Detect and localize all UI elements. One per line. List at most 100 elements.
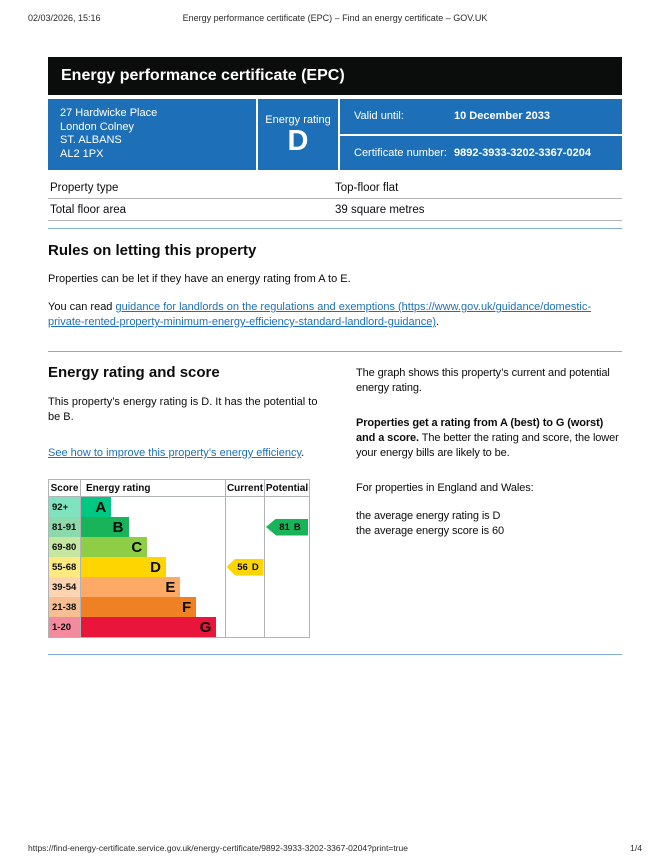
current-cell (225, 497, 264, 517)
section-divider (48, 228, 622, 229)
band-bar-cell: G (80, 617, 225, 637)
certificate-number-label: Certificate number: (354, 146, 447, 159)
potential-rating-arrow-score: 81 (279, 521, 290, 533)
print-datetime: 02/03/2026, 15:16 (28, 13, 101, 23)
valid-until-value: 10 December 2033 (454, 110, 551, 123)
current-cell (225, 577, 264, 597)
band-bar-cell: D (80, 557, 225, 577)
epc-band-row: 1-20 G (49, 617, 309, 637)
valid-until-label: Valid until: (354, 110, 404, 123)
rating-scale-bold: Properties get a rating from A (best) to… (356, 417, 604, 444)
epc-band-row: 55-68 D 56 D (49, 557, 309, 577)
band-score-range: 81-91 (49, 517, 80, 537)
current-cell (225, 537, 264, 557)
band-score-range: 69-80 (49, 537, 80, 557)
letting-rules-text: Properties can be let if they have an en… (48, 273, 351, 285)
band-letter: E (165, 578, 176, 596)
potential-rating-arrow: 81 B (266, 518, 308, 536)
potential-cell (264, 497, 309, 517)
energy-rating-cell: Energy rating D (258, 99, 340, 170)
band-bar-a: A (81, 497, 112, 517)
epc-graph-rows: 92+ A 81-91 B 81 B 69-80 C 55-68 D 56 D 39-54 E 21-38 F… (49, 497, 309, 637)
link-suffix: . (301, 447, 305, 459)
section-heading: Rules on letting this property (48, 242, 257, 259)
current-rating-arrow-letter: D (251, 561, 259, 573)
potential-cell (264, 597, 309, 617)
certificate-number-row: Certificate number: 9892-3933-3202-3367-… (340, 133, 622, 171)
epc-band-row: 81-91 B 81 B (49, 517, 309, 537)
improve-efficiency-link[interactable]: See how to improve this property’s energ… (48, 447, 302, 459)
rating-left-column: Energy rating and score This property’s … (48, 364, 332, 638)
potential-rating-arrow-letter: B (293, 521, 301, 533)
potential-cell (264, 537, 309, 557)
epc-band-row: 39-54 E (49, 577, 309, 597)
current-rating-arrow: 56 D (226, 558, 264, 576)
current-cell (225, 517, 264, 537)
band-letter: C (131, 538, 143, 556)
letting-rules-section: Rules on letting this property Propertie… (48, 242, 622, 330)
header-energy-rating: Energy rating (80, 480, 225, 496)
band-score-range: 1-20 (49, 617, 80, 637)
header-current: Current (225, 480, 264, 496)
rating-right-column: The graph shows this property’s current … (356, 364, 622, 638)
address-line: ST. ALBANS (60, 134, 122, 146)
certificate-page: Energy performance certificate (EPC) 27 … (48, 57, 622, 655)
print-url: https://find-energy-certificate.service.… (28, 843, 408, 853)
band-bar-f: F (81, 597, 197, 617)
graph-explainer-text: The graph shows this property’s current … (356, 367, 610, 394)
rating-scale-rest: The better the rating and score, the low… (356, 432, 619, 459)
rating-scale-text: Properties get a rating from A (best) to… (356, 416, 622, 461)
epc-graph-header: Score Energy rating Current Potential (49, 480, 309, 497)
average-rating-line: the average energy rating is D (356, 510, 501, 522)
browser-print-footer: https://find-energy-certificate.service.… (28, 843, 642, 853)
address-line: London Colney (60, 120, 135, 133)
print-page-number: 1/4 (630, 843, 642, 853)
link-suffix: . (436, 316, 440, 328)
band-score-range: 21-38 (49, 597, 80, 617)
band-bar-cell: F (80, 597, 225, 617)
address-line: 27 Hardwicke Place (60, 107, 158, 119)
band-letter: D (150, 558, 161, 576)
certificate-summary-box: 27 Hardwicke Place London Colney ST. ALB… (48, 99, 622, 170)
band-score-range: 55-68 (49, 557, 80, 577)
epc-band-row: 69-80 C (49, 537, 309, 557)
certificate-number-value: 9892-3933-3202-3367-0204 (454, 146, 592, 159)
header-potential: Potential (264, 480, 309, 496)
print-page-title: Energy performance certificate (EPC) – F… (182, 13, 488, 23)
band-letter: A (95, 498, 107, 516)
band-score-range: 39-54 (49, 577, 80, 597)
landlord-guidance-link[interactable]: guidance for landlords on the regulation… (48, 301, 591, 328)
fact-value: Top-floor flat (335, 181, 399, 194)
epc-rating-graph: Score Energy rating Current Potential 92… (48, 479, 310, 638)
table-row: Total floor area 39 square metres (48, 199, 622, 221)
potential-cell (264, 617, 309, 637)
certificate-meta: Valid until: 10 December 2033 Certificat… (340, 99, 622, 170)
section-divider (48, 351, 622, 352)
browser-print-header: 02/03/2026, 15:16 Energy performance cer… (28, 13, 642, 25)
epc-band-row: 21-38 F (49, 597, 309, 617)
band-bar-cell: B (80, 517, 225, 537)
valid-until-row: Valid until: 10 December 2033 (340, 99, 622, 134)
potential-cell (264, 557, 309, 577)
band-bar-cell: A (80, 497, 225, 517)
current-cell (225, 597, 264, 617)
band-bar-d: D (81, 557, 166, 577)
band-bar-cell: C (80, 537, 225, 557)
band-letter: G (199, 618, 212, 636)
improve-efficiency-paragraph: See how to improve this property’s energ… (48, 446, 332, 461)
band-bar-c: C (81, 537, 148, 557)
fact-label: Total floor area (50, 203, 127, 216)
table-row: Property type Top-floor flat (48, 177, 622, 199)
potential-cell (264, 577, 309, 597)
band-bar-cell: E (80, 577, 225, 597)
current-rating-arrow-score: 56 (237, 561, 248, 573)
fact-value: 39 square metres (335, 203, 425, 216)
energy-rating-label: Energy rating (265, 113, 331, 126)
band-bar-b: B (81, 517, 129, 537)
section-heading: Energy rating and score (48, 364, 220, 381)
header-score: Score (50, 482, 79, 494)
current-cell: 56 D (225, 557, 264, 577)
band-bar-e: E (81, 577, 181, 597)
link-prefix: You can read (48, 301, 116, 313)
rating-summary-text: This property’s energy rating is D. It h… (48, 396, 318, 423)
